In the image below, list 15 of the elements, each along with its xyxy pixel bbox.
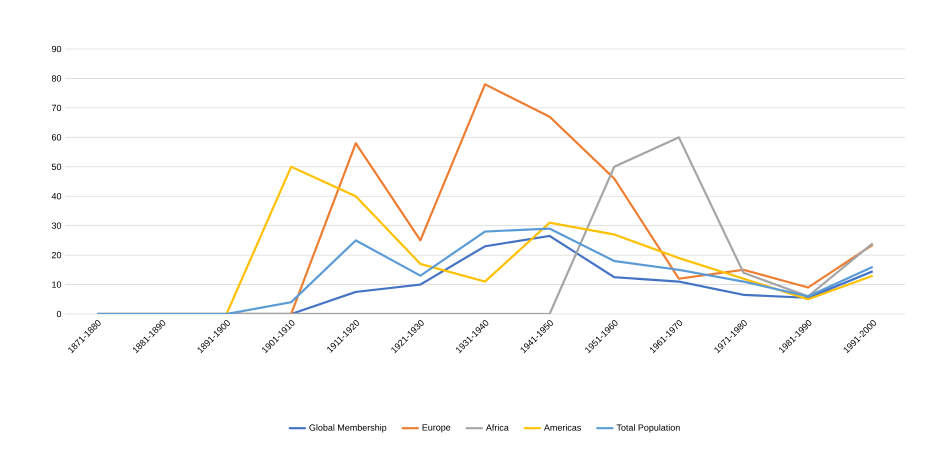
y-tick-label: 30 xyxy=(52,222,62,229)
y-tick-label: 60 xyxy=(52,134,62,141)
y-tick-label: 0 xyxy=(56,310,62,318)
legend-label: Europe xyxy=(422,424,450,432)
legend-label: Africa xyxy=(486,424,509,431)
legend-label: Total Population xyxy=(616,424,680,433)
y-tick-label: 70 xyxy=(52,104,62,112)
y-tick-label: 80 xyxy=(52,75,62,82)
legend-label: Americas xyxy=(544,424,581,431)
y-tick-label: 20 xyxy=(52,252,62,258)
y-tick-label: 90 xyxy=(52,46,62,52)
y-tick-label: 10 xyxy=(52,281,62,288)
y-tick-label: 50 xyxy=(52,164,62,170)
y-tick-label: 40 xyxy=(52,193,62,200)
legend-label: Global Membership xyxy=(309,424,386,433)
